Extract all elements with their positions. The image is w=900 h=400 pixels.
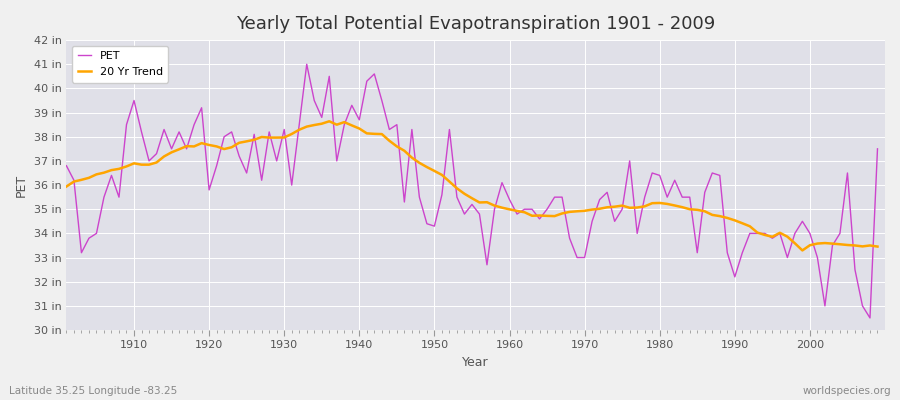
20 Yr Trend (511, 208, 522, 213)
20 Yr Trend (286, 132, 297, 136)
20 Yr Trend (324, 119, 335, 124)
PET (872, 146, 883, 151)
20 Yr Trend (872, 244, 883, 249)
20 Yr Trend (339, 120, 350, 124)
PET (602, 190, 613, 195)
PET (122, 122, 132, 127)
Legend: PET, 20 Yr Trend: PET, 20 Yr Trend (72, 46, 168, 82)
Title: Yearly Total Potential Evapotranspiration 1901 - 2009: Yearly Total Potential Evapotranspiratio… (236, 15, 716, 33)
Line: 20 Yr Trend: 20 Yr Trend (67, 121, 878, 250)
20 Yr Trend (602, 205, 613, 210)
PET (61, 163, 72, 168)
20 Yr Trend (504, 207, 515, 212)
Line: PET: PET (67, 64, 878, 318)
PET (865, 316, 876, 320)
Text: worldspecies.org: worldspecies.org (803, 386, 891, 396)
PET (504, 197, 515, 202)
X-axis label: Year: Year (463, 356, 489, 369)
PET (339, 122, 350, 127)
PET (286, 183, 297, 188)
20 Yr Trend (61, 184, 72, 189)
20 Yr Trend (122, 164, 132, 169)
Text: Latitude 35.25 Longitude -83.25: Latitude 35.25 Longitude -83.25 (9, 386, 177, 396)
20 Yr Trend (797, 248, 808, 253)
PET (302, 62, 312, 67)
Y-axis label: PET: PET (15, 174, 28, 197)
PET (511, 212, 522, 216)
